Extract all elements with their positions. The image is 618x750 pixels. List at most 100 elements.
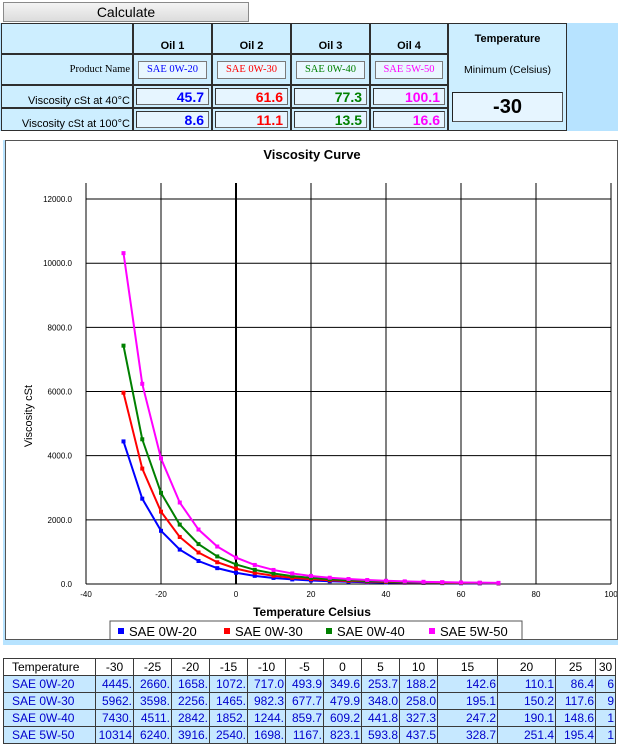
oil2-v100-cell: 11.1 <box>212 108 291 131</box>
data-point <box>271 573 276 578</box>
data-point <box>159 490 163 495</box>
y-tick-label: 6000.0 <box>48 388 73 397</box>
table-cell: SAE 0W-30 <box>3 692 96 710</box>
data-point <box>290 571 295 576</box>
oil3-name-input[interactable]: SAE 0W-40 <box>296 61 365 79</box>
data-point <box>271 571 276 576</box>
table-header-cell: -30 <box>95 658 134 676</box>
x-tick-label: 0 <box>234 590 239 599</box>
data-point <box>140 466 145 471</box>
oil3-v100-cell: 13.5 <box>291 108 370 131</box>
table-header-row: Temperature -30 -25 -20 -15 -10 -5 0 5 10 15 20 25 30 <box>3 658 616 676</box>
data-point <box>215 566 220 571</box>
chart-title: Viscosity Curve <box>263 147 360 162</box>
y-tick-labels: 0.0 2000.0 4000.0 6000.0 8000.0 10000.0 12000.… <box>43 195 72 589</box>
legend-swatch <box>118 628 124 634</box>
data-point <box>252 570 257 575</box>
data-point <box>309 573 313 578</box>
legend-swatch <box>429 628 435 634</box>
oil3-v40-input[interactable]: 77.3 <box>294 88 367 105</box>
table-cell: 86.4 <box>555 675 596 693</box>
data-point <box>234 555 238 560</box>
oil3-v40-cell: 77.3 <box>291 85 370 108</box>
table-header-cell: -15 <box>209 658 248 676</box>
temperature-input[interactable]: -30 <box>452 92 563 122</box>
oil1-v100-input[interactable]: 8.6 <box>136 111 209 128</box>
table-header-cell: 20 <box>497 658 556 676</box>
table-cell: 6240. <box>133 726 172 744</box>
oil3-header: Oil 3 <box>291 23 370 54</box>
data-point <box>121 343 126 348</box>
data-point <box>290 574 295 579</box>
table-cell: 253.7 <box>361 675 400 693</box>
table-cell: 717.0 <box>247 675 286 693</box>
viscosity-table: Temperature -30 -25 -20 -15 -10 -5 0 5 10 15 20 25 30… <box>3 658 616 744</box>
table-cell: 195.4 <box>555 726 596 744</box>
table-cell: 258.0 <box>399 692 438 710</box>
table-cell: 1 <box>595 726 616 744</box>
data-point <box>346 577 351 582</box>
table-cell: 328.7 <box>437 726 498 744</box>
table-cell: 247.2 <box>437 709 498 727</box>
calculate-button[interactable]: Calculate <box>3 2 249 22</box>
table-cell: SAE 0W-20 <box>3 675 96 693</box>
table-header-cell: -25 <box>133 658 172 676</box>
data-point <box>234 562 238 567</box>
data-point <box>271 575 276 580</box>
y-tick-label: 8000.0 <box>48 323 73 332</box>
chart-grid <box>85 183 612 585</box>
data-point <box>271 567 276 572</box>
table-cell: 251.4 <box>497 726 556 744</box>
data-point <box>177 534 182 539</box>
data-point <box>252 573 257 578</box>
oil2-v40-input[interactable]: 61.6 <box>215 88 288 105</box>
table-cell: 493.9 <box>285 675 324 693</box>
data-point <box>140 437 145 442</box>
oil2-header: Oil 2 <box>212 23 291 54</box>
legend-swatch <box>326 628 332 634</box>
table-cell: 349.6 <box>323 675 362 693</box>
oil4-v100-input[interactable]: 16.6 <box>373 111 445 128</box>
table-cell: 142.6 <box>437 675 498 693</box>
x-tick-label: -20 <box>155 590 167 599</box>
oil3-v100-input[interactable]: 13.5 <box>294 111 367 128</box>
table-row: SAE 5W-50 10314 6240. 3916. 2540. 1698. 1167. 8… <box>3 726 616 744</box>
table-header-cell: Temperature <box>3 658 96 676</box>
temperature-cell: Temperature Minimum (Celsius) -30 <box>448 23 567 131</box>
data-point <box>177 522 182 527</box>
table-cell: 2842. <box>171 709 210 727</box>
table-cell: 2256. <box>171 692 210 710</box>
data-point <box>121 251 126 256</box>
table-cell: 348.0 <box>361 692 400 710</box>
table-row: SAE 0W-20 4445. 2660. 1658. 1072. 717.0 493.9 3… <box>3 675 616 693</box>
table-cell: 9 <box>595 692 616 710</box>
x-tick-label: 100 <box>604 590 617 599</box>
oil1-name-input[interactable]: SAE 0W-20 <box>138 61 207 79</box>
oil4-v40-input[interactable]: 100.1 <box>373 88 445 105</box>
table-header-cell: 15 <box>437 658 498 676</box>
product-name-label: Product Name <box>1 54 133 85</box>
data-point <box>196 542 201 547</box>
data-point <box>327 575 332 580</box>
table-cell: 1072. <box>209 675 248 693</box>
oil1-v40-input[interactable]: 45.7 <box>136 88 209 105</box>
x-axis-label: Temperature Celsius <box>253 605 371 619</box>
table-cell: 1698. <box>247 726 286 744</box>
oil2-v100-input[interactable]: 11.1 <box>215 111 288 128</box>
x-tick-label: -40 <box>80 590 92 599</box>
oil2-name-input[interactable]: SAE 0W-30 <box>217 61 286 79</box>
oil2-v40-cell: 61.6 <box>212 85 291 108</box>
visc40-label: Viscosity cSt at 40°C <box>1 85 133 108</box>
oil4-name-input[interactable]: SAE 5W-50 <box>375 61 443 79</box>
oil4-v40-cell: 100.1 <box>370 85 448 108</box>
data-point <box>196 527 201 532</box>
corner-cell <box>1 23 133 54</box>
data-point <box>159 509 163 514</box>
table-cell: 982.3 <box>247 692 286 710</box>
legend-label: SAE 5W-50 <box>440 624 508 639</box>
y-axis-label: Viscosity cSt <box>23 385 35 447</box>
table-cell: 195.1 <box>437 692 498 710</box>
table-cell: 1244. <box>247 709 286 727</box>
data-point <box>421 579 426 584</box>
legend-swatch <box>224 628 230 634</box>
